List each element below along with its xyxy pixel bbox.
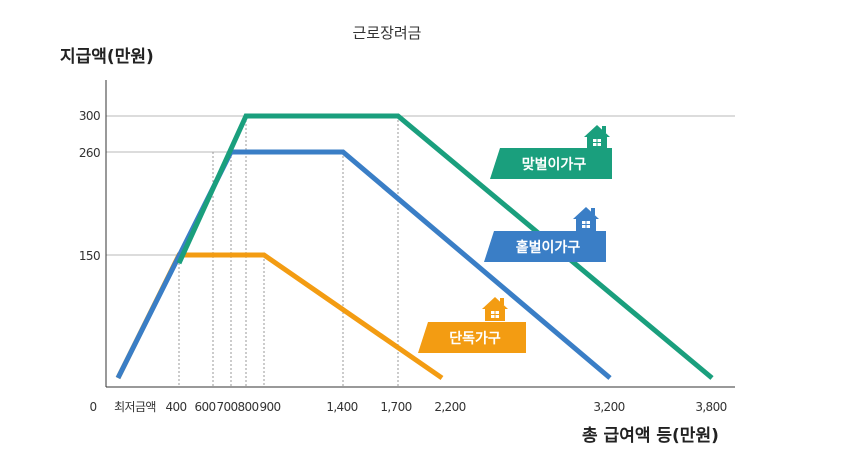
x-tick-label-3800: 3,800 [695, 400, 726, 414]
x-tick-label-800: 800 [237, 400, 258, 414]
y-tick-label-260: 260 [79, 146, 100, 160]
legend-label: 맞벌이가구 [522, 156, 587, 173]
legend-label: 단독가구 [449, 330, 501, 347]
legend-item: 홑벌이가구 [484, 207, 606, 262]
series-line [115, 149, 612, 380]
legend-badge [490, 148, 612, 179]
y-tick-label-150: 150 [79, 249, 100, 263]
y-axis-title: 지급액(만원) [60, 47, 154, 67]
x-tick-label-700: 700 [216, 400, 237, 414]
x-tick-label-1700: 1,700 [380, 400, 411, 414]
x-tick-label-900: 900 [259, 400, 280, 414]
y-tick-label-300: 300 [79, 109, 100, 123]
x-axis-title: 총 급여액 등(만원) [582, 426, 719, 446]
gridlines [106, 115, 735, 387]
house-icon [482, 297, 508, 321]
house-icon [584, 125, 610, 149]
series-layer [115, 113, 714, 381]
x-tick-label-minimum: 최저금액 [114, 400, 156, 414]
house-icon [573, 207, 599, 231]
x-tick-label-0: 0 [89, 400, 96, 414]
legend-item: 맞벌이가구 [490, 125, 612, 179]
x-tick-label-600: 600 [194, 400, 215, 414]
series-line [115, 252, 444, 381]
chart-title: 근로장려금 [352, 24, 421, 42]
x-tick-label-3200: 3,200 [593, 400, 624, 414]
legend-badge [418, 322, 526, 353]
x-tick-label-2200: 2,200 [434, 400, 465, 414]
legend-label: 홑벌이가구 [516, 239, 581, 256]
x-tick-label-1400: 1,400 [326, 400, 357, 414]
x-tick-label-400: 400 [165, 400, 186, 414]
legend-badge [484, 231, 606, 262]
legend-item: 단독가구 [418, 297, 526, 353]
